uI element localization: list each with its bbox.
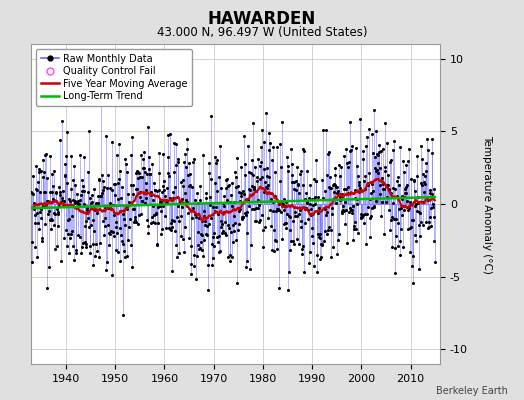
- Text: Berkeley Earth: Berkeley Earth: [436, 386, 508, 396]
- Text: HAWARDEN: HAWARDEN: [208, 10, 316, 28]
- Legend: Raw Monthly Data, Quality Control Fail, Five Year Moving Average, Long-Term Tren: Raw Monthly Data, Quality Control Fail, …: [36, 49, 192, 106]
- Y-axis label: Temperature Anomaly (°C): Temperature Anomaly (°C): [482, 134, 492, 274]
- Text: 43.000 N, 96.497 W (United States): 43.000 N, 96.497 W (United States): [157, 26, 367, 39]
